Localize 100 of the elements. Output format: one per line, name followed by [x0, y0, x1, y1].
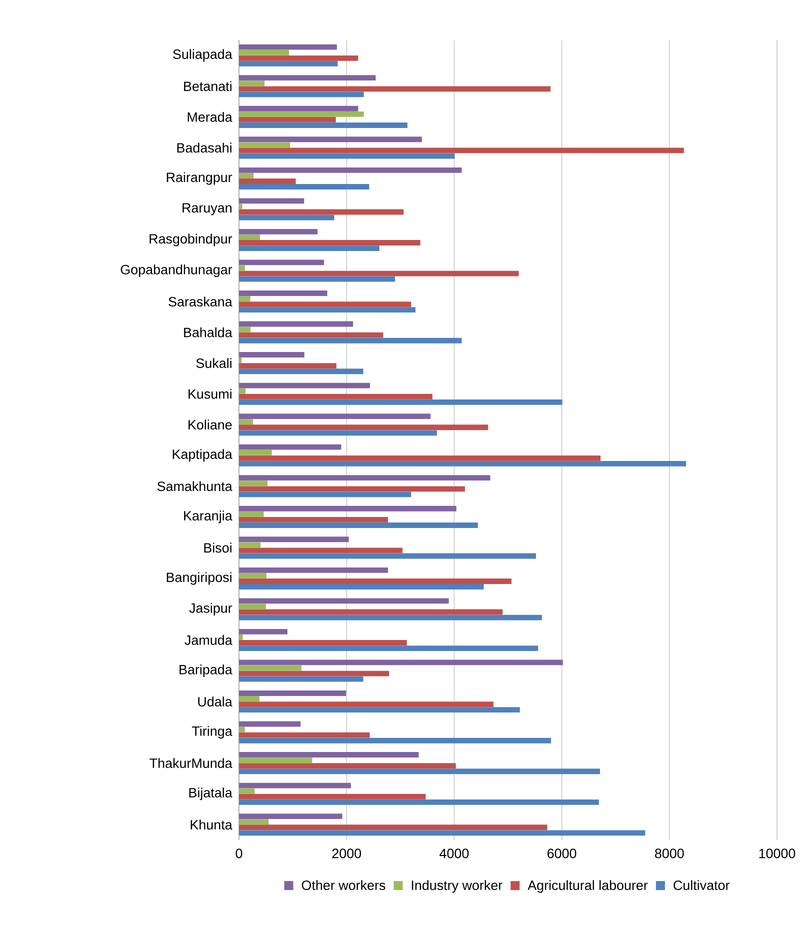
bar	[239, 358, 242, 364]
bar	[239, 136, 422, 142]
bar	[239, 414, 431, 420]
bar	[239, 584, 484, 590]
bar	[239, 536, 349, 542]
bar	[239, 424, 488, 430]
bar	[239, 572, 266, 578]
legend-label: Cultivator	[674, 880, 730, 890]
bar	[239, 270, 519, 276]
bar	[239, 240, 420, 246]
bar	[239, 640, 407, 646]
bar	[239, 204, 242, 210]
bar	[239, 388, 246, 394]
bar	[239, 516, 388, 522]
y-tick-label: Jamuda	[184, 635, 232, 645]
bar	[239, 276, 396, 282]
y-tick-label: Bijatala	[189, 788, 232, 800]
y-tick-label: Suliapada	[173, 49, 232, 62]
bar	[239, 450, 272, 456]
bar	[239, 167, 462, 173]
legend-label: Agricultural labourer	[528, 880, 648, 893]
y-tick-label: Kaptipada	[172, 449, 232, 462]
bar	[239, 634, 243, 640]
bar	[239, 122, 408, 128]
bar	[239, 763, 456, 769]
bar	[239, 234, 260, 240]
bar	[239, 363, 336, 369]
bar	[239, 824, 548, 830]
y-tick-label: Bangiriposi	[166, 572, 232, 585]
bar	[239, 707, 520, 713]
legend-label: Other workers	[302, 880, 386, 890]
bar	[239, 598, 449, 604]
bar	[239, 75, 376, 81]
bar	[239, 604, 266, 610]
bar	[239, 338, 462, 344]
bar	[239, 522, 478, 528]
bar	[239, 184, 370, 190]
bar	[239, 116, 336, 122]
bar	[239, 148, 684, 154]
bar	[239, 214, 334, 220]
bar	[239, 614, 542, 620]
y-tick-label: Rairangpur	[166, 172, 232, 185]
bar	[239, 419, 253, 425]
bar	[239, 830, 646, 836]
bar	[239, 553, 536, 559]
bar	[239, 646, 538, 652]
bar	[239, 660, 563, 666]
bar	[239, 486, 465, 492]
bar	[239, 302, 412, 308]
bar	[239, 738, 552, 744]
bar	[239, 321, 354, 327]
bar	[239, 332, 384, 338]
bar	[239, 492, 412, 498]
bar	[239, 758, 312, 764]
bar	[239, 228, 318, 234]
bar	[239, 794, 426, 800]
bar	[239, 460, 686, 466]
bar	[239, 676, 364, 682]
bar	[239, 290, 328, 296]
y-tick-label: Koliane	[188, 420, 232, 430]
bar	[239, 726, 245, 732]
bar	[239, 326, 251, 332]
y-tick-label: Udala	[198, 696, 232, 706]
bar	[239, 111, 364, 117]
bar	[239, 172, 254, 178]
bar	[239, 44, 337, 50]
y-tick-label: Badasahi	[177, 142, 232, 153]
y-tick-label: Raruyan	[182, 203, 232, 216]
bar	[239, 819, 269, 825]
bar	[239, 455, 601, 461]
bar	[239, 609, 503, 615]
bar	[239, 246, 380, 252]
y-tick-label: Rasgobindpur	[150, 234, 232, 246]
bar	[239, 475, 490, 481]
bar	[239, 788, 255, 794]
bar	[239, 696, 260, 702]
y-tick-label: Kusumi	[188, 388, 232, 399]
legend-label: Industry worker	[412, 880, 502, 893]
y-tick-label: Tiringa	[192, 726, 232, 739]
bar	[239, 752, 419, 758]
bar	[239, 106, 358, 112]
bar	[239, 542, 261, 548]
bar	[239, 721, 301, 727]
bar	[239, 394, 432, 400]
bar	[239, 60, 338, 66]
bar	[239, 578, 512, 584]
bar	[239, 92, 364, 98]
bar	[239, 178, 296, 184]
bar	[239, 768, 600, 774]
bar	[239, 399, 562, 405]
bar	[239, 782, 351, 788]
bar	[239, 628, 288, 634]
bar	[239, 690, 346, 696]
x-tick-label: 10000	[759, 848, 796, 858]
bar	[239, 260, 324, 266]
y-tick-label: Jasipur	[189, 602, 232, 616]
x-tick-label: 4000	[440, 848, 469, 858]
bar	[239, 296, 250, 302]
bar	[239, 153, 455, 159]
bar	[239, 430, 437, 436]
